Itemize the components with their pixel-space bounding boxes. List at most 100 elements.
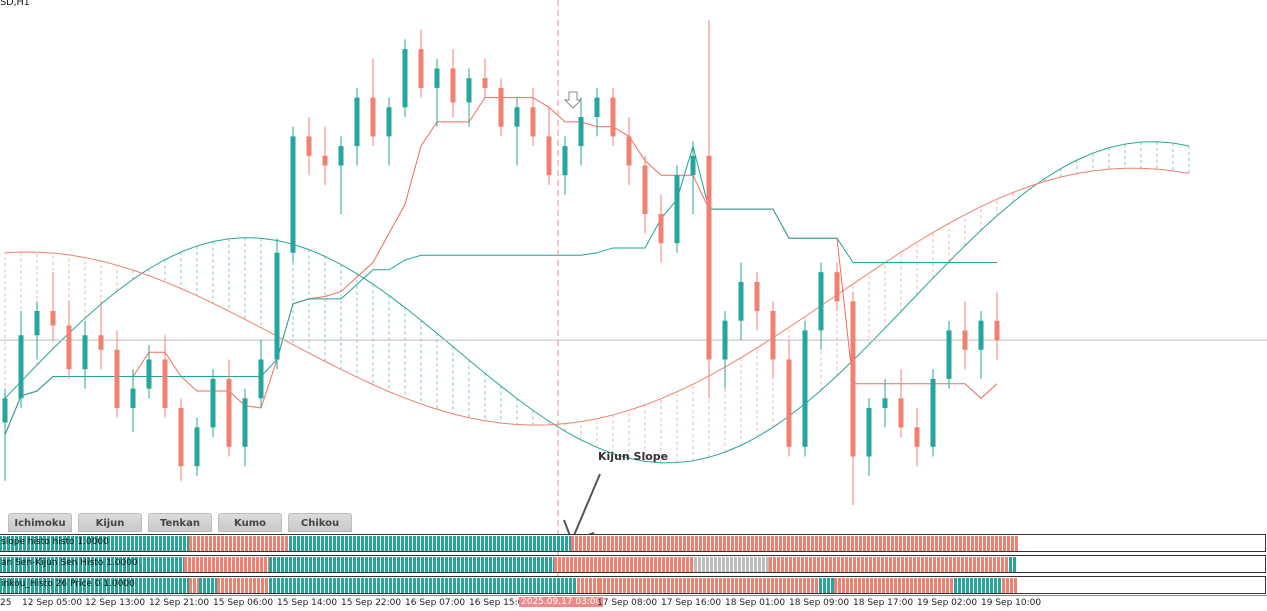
histo-bar — [986, 578, 989, 593]
histo-bar — [373, 536, 376, 551]
histo-bar — [187, 578, 190, 593]
tenkan-kijun-histo-pane[interactable]: an Sen-Kijun Sen Histo 1.0000 — [0, 555, 1266, 573]
histo-bar — [599, 536, 602, 551]
histo-bar — [590, 557, 593, 572]
histo-label: slope histo histo 1.0000 — [1, 537, 109, 547]
histo-bar — [775, 536, 778, 551]
histo-bar — [602, 557, 605, 572]
histo-bar — [281, 557, 284, 572]
histo-bar — [865, 557, 868, 572]
histo-bar — [437, 557, 440, 572]
histo-bar — [103, 557, 106, 572]
histo-bar — [723, 536, 726, 551]
histo-bar — [245, 536, 248, 551]
histo-bar — [477, 557, 480, 572]
histo-bar — [694, 557, 697, 572]
sell-arrow-icon — [563, 91, 583, 109]
histo-bar — [197, 578, 200, 593]
chikou-histo-pane[interactable]: inkou_Histo 26 Price 0 1.0000 — [0, 576, 1266, 594]
histo-bar — [381, 557, 384, 572]
histo-bar — [654, 557, 657, 572]
histo-bar — [369, 557, 372, 572]
histo-bar — [671, 578, 674, 593]
candle-body — [914, 427, 920, 447]
tab-tenkan[interactable]: Tenkan — [148, 513, 212, 532]
histo-bar — [549, 557, 552, 572]
tab-ichimoku[interactable]: Ichimoku — [8, 513, 72, 532]
histo-bar — [983, 536, 986, 551]
histo-bar — [939, 536, 942, 551]
time-axis: 25 12 Sep 05:00 12 Sep 13:00 12 Sep 21:0… — [0, 595, 1267, 611]
histo-bar — [91, 578, 94, 593]
tab-kijun[interactable]: Kijun — [78, 513, 142, 532]
histo-bar — [501, 536, 504, 551]
histo-bar — [39, 578, 42, 593]
histo-bar — [493, 578, 496, 593]
histo-bar — [771, 536, 774, 551]
histo-bar — [47, 536, 50, 551]
histo-bar — [989, 557, 992, 572]
histo-bar — [217, 536, 220, 551]
histo-bar — [513, 536, 516, 551]
histo-bar — [107, 536, 110, 551]
histo-bar — [853, 557, 856, 572]
histo-bar — [405, 557, 408, 572]
histo-bar — [325, 557, 328, 572]
histo-bar — [43, 557, 46, 572]
histo-bar — [59, 578, 62, 593]
histo-bar — [261, 578, 264, 593]
histo-bar — [807, 578, 810, 593]
histo-bar — [397, 557, 400, 572]
histo-bar — [650, 557, 653, 572]
histo-bar — [305, 578, 308, 593]
histo-bar — [517, 557, 520, 572]
candle-body — [402, 49, 408, 108]
histo-bar — [902, 578, 905, 593]
histo-bar — [313, 557, 316, 572]
histo-bar — [603, 536, 606, 551]
histo-bar — [751, 578, 754, 593]
histo-bar — [797, 557, 800, 572]
histo-bar — [703, 536, 706, 551]
histo-bar — [225, 536, 228, 551]
histo-bar — [397, 536, 400, 551]
histo-bar — [762, 557, 765, 572]
candle-body — [210, 378, 216, 428]
histo-bar — [31, 536, 34, 551]
histo-bar — [666, 557, 669, 572]
histo-bar — [846, 578, 849, 593]
histo-bar — [886, 578, 889, 593]
histo-bar — [265, 578, 268, 593]
histo-bar — [183, 578, 186, 593]
histo-bar — [67, 536, 70, 551]
histo-bar — [574, 557, 577, 572]
histo-bar — [675, 536, 678, 551]
histo-bar — [561, 578, 564, 593]
histo-bar — [603, 578, 606, 593]
histo-bar — [742, 557, 745, 572]
kijun-slope-histo-pane[interactable]: slope histo histo 1.0000 — [0, 534, 1266, 552]
histo-bar — [691, 536, 694, 551]
histo-bar — [233, 536, 236, 551]
cursor-time-label: 2025.09.17 03:00 — [519, 597, 604, 607]
histo-bar — [570, 557, 573, 572]
histo-bar — [207, 578, 210, 593]
histo-bar — [377, 536, 380, 551]
histo-bar — [167, 536, 170, 551]
histo-bar — [127, 557, 130, 572]
candle-body — [66, 325, 72, 370]
histo-bar — [151, 536, 154, 551]
tab-chikou[interactable]: Chikou — [288, 513, 352, 532]
histo-bar — [719, 536, 722, 551]
histo-bar — [1005, 557, 1008, 572]
histo-label: an Sen-Kijun Sen Histo 1.0000 — [1, 558, 138, 568]
histo-bar — [723, 578, 726, 593]
histo-bar — [241, 536, 244, 551]
candle-body — [514, 107, 520, 127]
histo-bar — [529, 578, 532, 593]
histo-bar — [727, 578, 730, 593]
histo-bar — [907, 536, 910, 551]
tab-kumo[interactable]: Kumo — [218, 513, 282, 532]
histo-bar — [240, 557, 243, 572]
